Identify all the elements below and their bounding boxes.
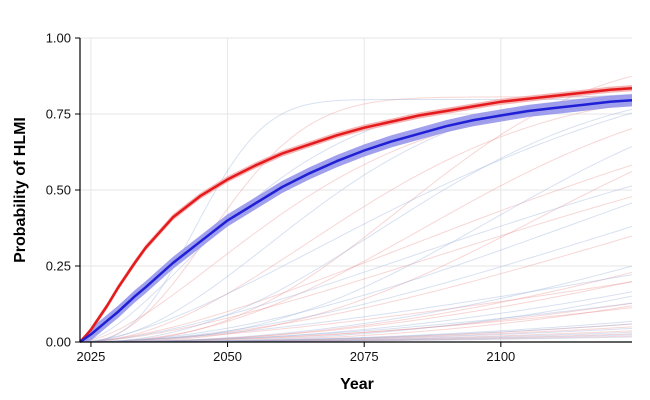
background-curves xyxy=(79,75,633,343)
y-tick-label: 0.50 xyxy=(46,183,71,198)
background-forecast-curve xyxy=(80,146,633,343)
series-band-0 xyxy=(80,85,632,342)
series-lines xyxy=(79,86,633,344)
background-forecast-curve xyxy=(80,202,633,343)
background-forecast-curve xyxy=(80,281,633,343)
background-forecast-curve xyxy=(80,280,633,343)
background-forecast-curve xyxy=(80,274,633,343)
y-tick-label: 0.25 xyxy=(46,259,71,274)
series-line-1 xyxy=(79,99,633,344)
background-forecast-curve xyxy=(80,265,633,343)
x-tick-label: 2025 xyxy=(76,349,105,364)
y-tick-label: 0.00 xyxy=(46,335,71,350)
y-tick-label: 0.75 xyxy=(46,107,71,122)
x-tick-label: 2075 xyxy=(350,349,379,364)
background-forecast-curve xyxy=(80,235,633,343)
background-forecast-curve xyxy=(80,302,633,343)
background-forecast-curve xyxy=(80,128,633,343)
background-forecast-curve xyxy=(80,271,633,343)
background-forecast-curve xyxy=(79,185,633,343)
background-forecast-curve xyxy=(79,102,633,343)
background-forecast-curve xyxy=(80,108,633,343)
background-forecast-curve xyxy=(80,291,633,343)
background-forecast-curve xyxy=(79,164,633,343)
background-forecast-curve xyxy=(80,302,633,343)
background-forecast-curve xyxy=(80,307,633,343)
background-forecast-curve xyxy=(79,196,633,343)
background-forecast-curve xyxy=(79,96,632,343)
background-forecast-curve xyxy=(80,226,633,343)
x-axis-title: Year xyxy=(340,376,374,393)
background-forecast-curve xyxy=(79,112,633,343)
tick-labels: 2025 2050 2075 2100 0.00 0.25 0.50 0.75 1.00 xyxy=(46,31,516,365)
y-axis-title: Probability of HLMI xyxy=(12,117,29,263)
background-forecast-curve xyxy=(80,171,633,343)
x-tick-label: 2100 xyxy=(486,349,515,364)
x-tick-label: 2050 xyxy=(213,349,242,364)
y-tick-label: 1.00 xyxy=(46,31,71,46)
confidence-bands xyxy=(80,85,632,342)
series-line-0 xyxy=(79,86,633,343)
